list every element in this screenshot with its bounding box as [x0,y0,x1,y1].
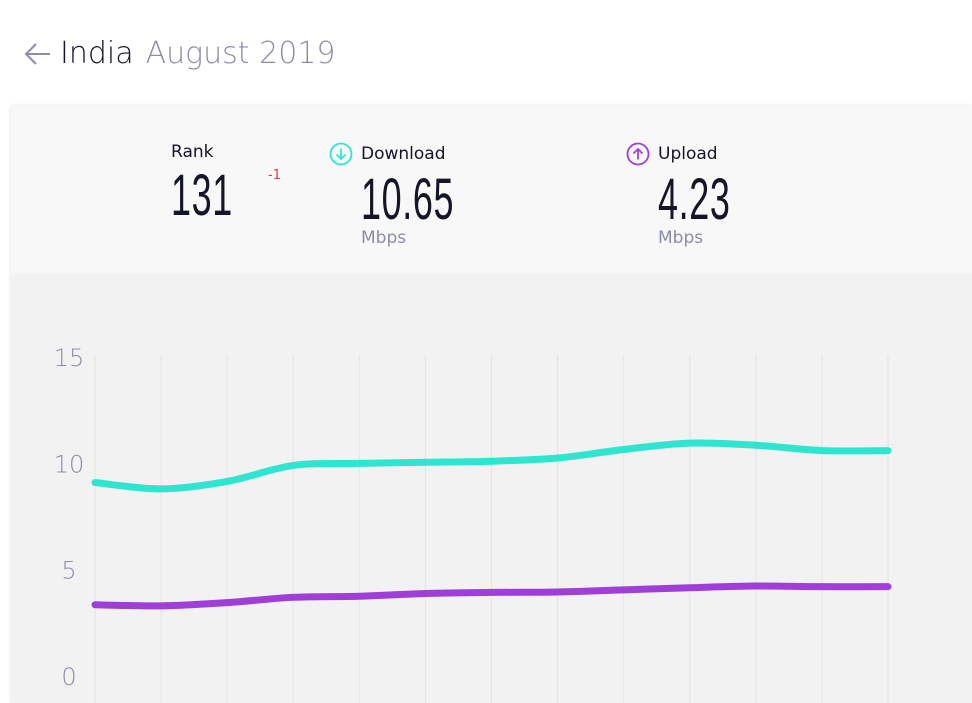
rank-value: 131 [171,163,233,228]
download-label: Download [361,144,446,164]
upload-arrow-icon [626,142,650,166]
y-tick-label: 15 [54,344,85,372]
download-label-row: Download [329,142,511,166]
stats-panel: Rank 131 -1 Download 10.65 Mbps [11,106,972,273]
y-tick-label: 5 [61,557,76,585]
country-name: India [60,36,134,71]
rank-stat: Rank 131 [171,142,271,226]
period-label: August 2019 [145,36,336,71]
download-value: 10.65 [361,167,455,232]
download-unit: Mbps [361,228,407,248]
download-stat: Download 10.65 Mbps [329,142,511,248]
upload-unit: Mbps [658,228,704,248]
rank-change: -1 [268,168,281,183]
upload-label: Upload [658,144,718,164]
page-header: India August 2019 [22,36,335,71]
y-tick-label: 0 [61,663,76,691]
download-series-line [91,439,892,493]
y-tick-label: 10 [54,450,85,478]
download-arrow-icon [329,142,353,166]
speed-line-chart: 0 5 10 15 [54,344,892,703]
rank-label: Rank [171,142,214,162]
speed-card: Rank 131 -1 Download 10.65 Mbps [11,106,972,703]
back-arrow-icon[interactable] [22,38,54,70]
upload-series-line [91,582,892,610]
upload-value: 4.23 [658,167,731,232]
upload-stat: Upload 4.23 Mbps [626,142,775,248]
upload-label-row: Upload [626,142,775,166]
